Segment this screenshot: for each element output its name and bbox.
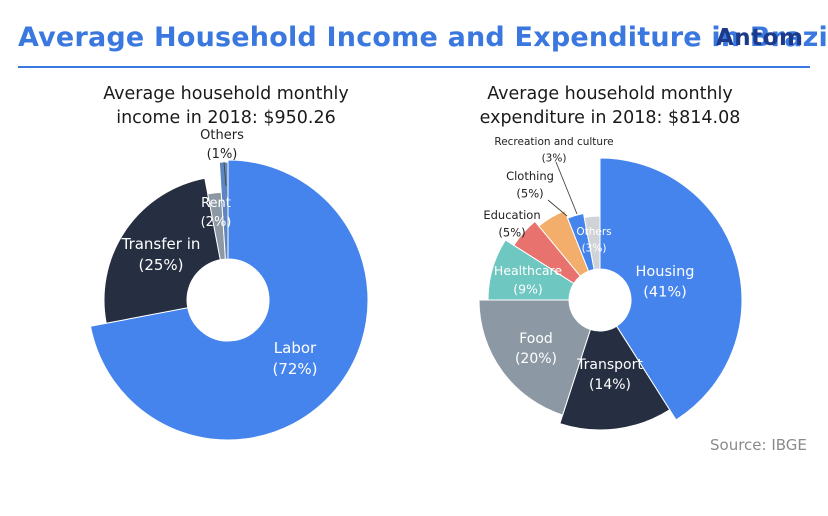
expenditure-chart-title: Average household monthly expenditure in… (470, 82, 750, 130)
value-transfer-in: (25%) (138, 256, 183, 274)
label-healthcare: Healthcare (494, 263, 562, 278)
slice-transfer-in (103, 177, 221, 324)
label-housing: Housing (636, 264, 695, 280)
slice-transport (559, 325, 671, 431)
label-labor: Labor (274, 339, 317, 357)
label-food: Food (519, 331, 553, 347)
slice-labor (89, 159, 369, 441)
label-others: Others (200, 128, 244, 143)
slice-housing (599, 157, 743, 421)
expenditure-title-line-1: Average household monthly (487, 84, 733, 104)
slice-others (583, 215, 601, 271)
label-others: Others (576, 226, 611, 238)
label-recreation-and-culture: Recreation and culture (494, 136, 613, 148)
label-transport: Transport (576, 357, 643, 373)
source-note: Source: IBGE (710, 436, 807, 454)
value-transport: (14%) (589, 377, 631, 393)
income-chart-title: Average household monthly income in 2018… (96, 82, 356, 130)
value-healthcare: (9%) (513, 282, 543, 297)
leader-clothing (547, 199, 568, 217)
antom-logo: Antom (716, 25, 804, 51)
leader-recreation-and-culture (555, 161, 578, 215)
slice-healthcare (487, 239, 575, 301)
title-divider (18, 66, 810, 68)
income-pie: Labor (72%) Transfer in (25%) Rent (2%) Others… (89, 128, 369, 441)
value-clothing: (5%) (516, 187, 543, 201)
slice-others (218, 161, 229, 260)
label-clothing: Clothing (506, 169, 554, 183)
slice-food (478, 299, 592, 416)
value-education: (5%) (498, 226, 525, 240)
label-rent: Rent (201, 196, 231, 211)
value-housing: (41%) (643, 285, 687, 301)
value-food: (20%) (515, 351, 557, 367)
income-title-line-2: income in 2018: $950.26 (116, 108, 336, 128)
value-labor: (72%) (272, 360, 317, 378)
income-title-line-1: Average household monthly (103, 84, 349, 104)
value-others: (1%) (207, 147, 238, 162)
value-recreation-and-culture: (3%) (542, 153, 567, 165)
expenditure-pie: Housing (41%) Transport (14%) Food (20%) Healt… (478, 136, 743, 431)
expenditure-title-line-2: expenditure in 2018: $814.08 (479, 108, 741, 128)
label-education: Education (483, 208, 540, 222)
value-rent: (2%) (201, 215, 232, 230)
value-others: (3%) (582, 243, 607, 255)
label-transfer-in: Transfer in (121, 235, 201, 253)
page-title: Average Household Income and Expenditure… (18, 22, 828, 53)
leader-others (223, 161, 227, 187)
